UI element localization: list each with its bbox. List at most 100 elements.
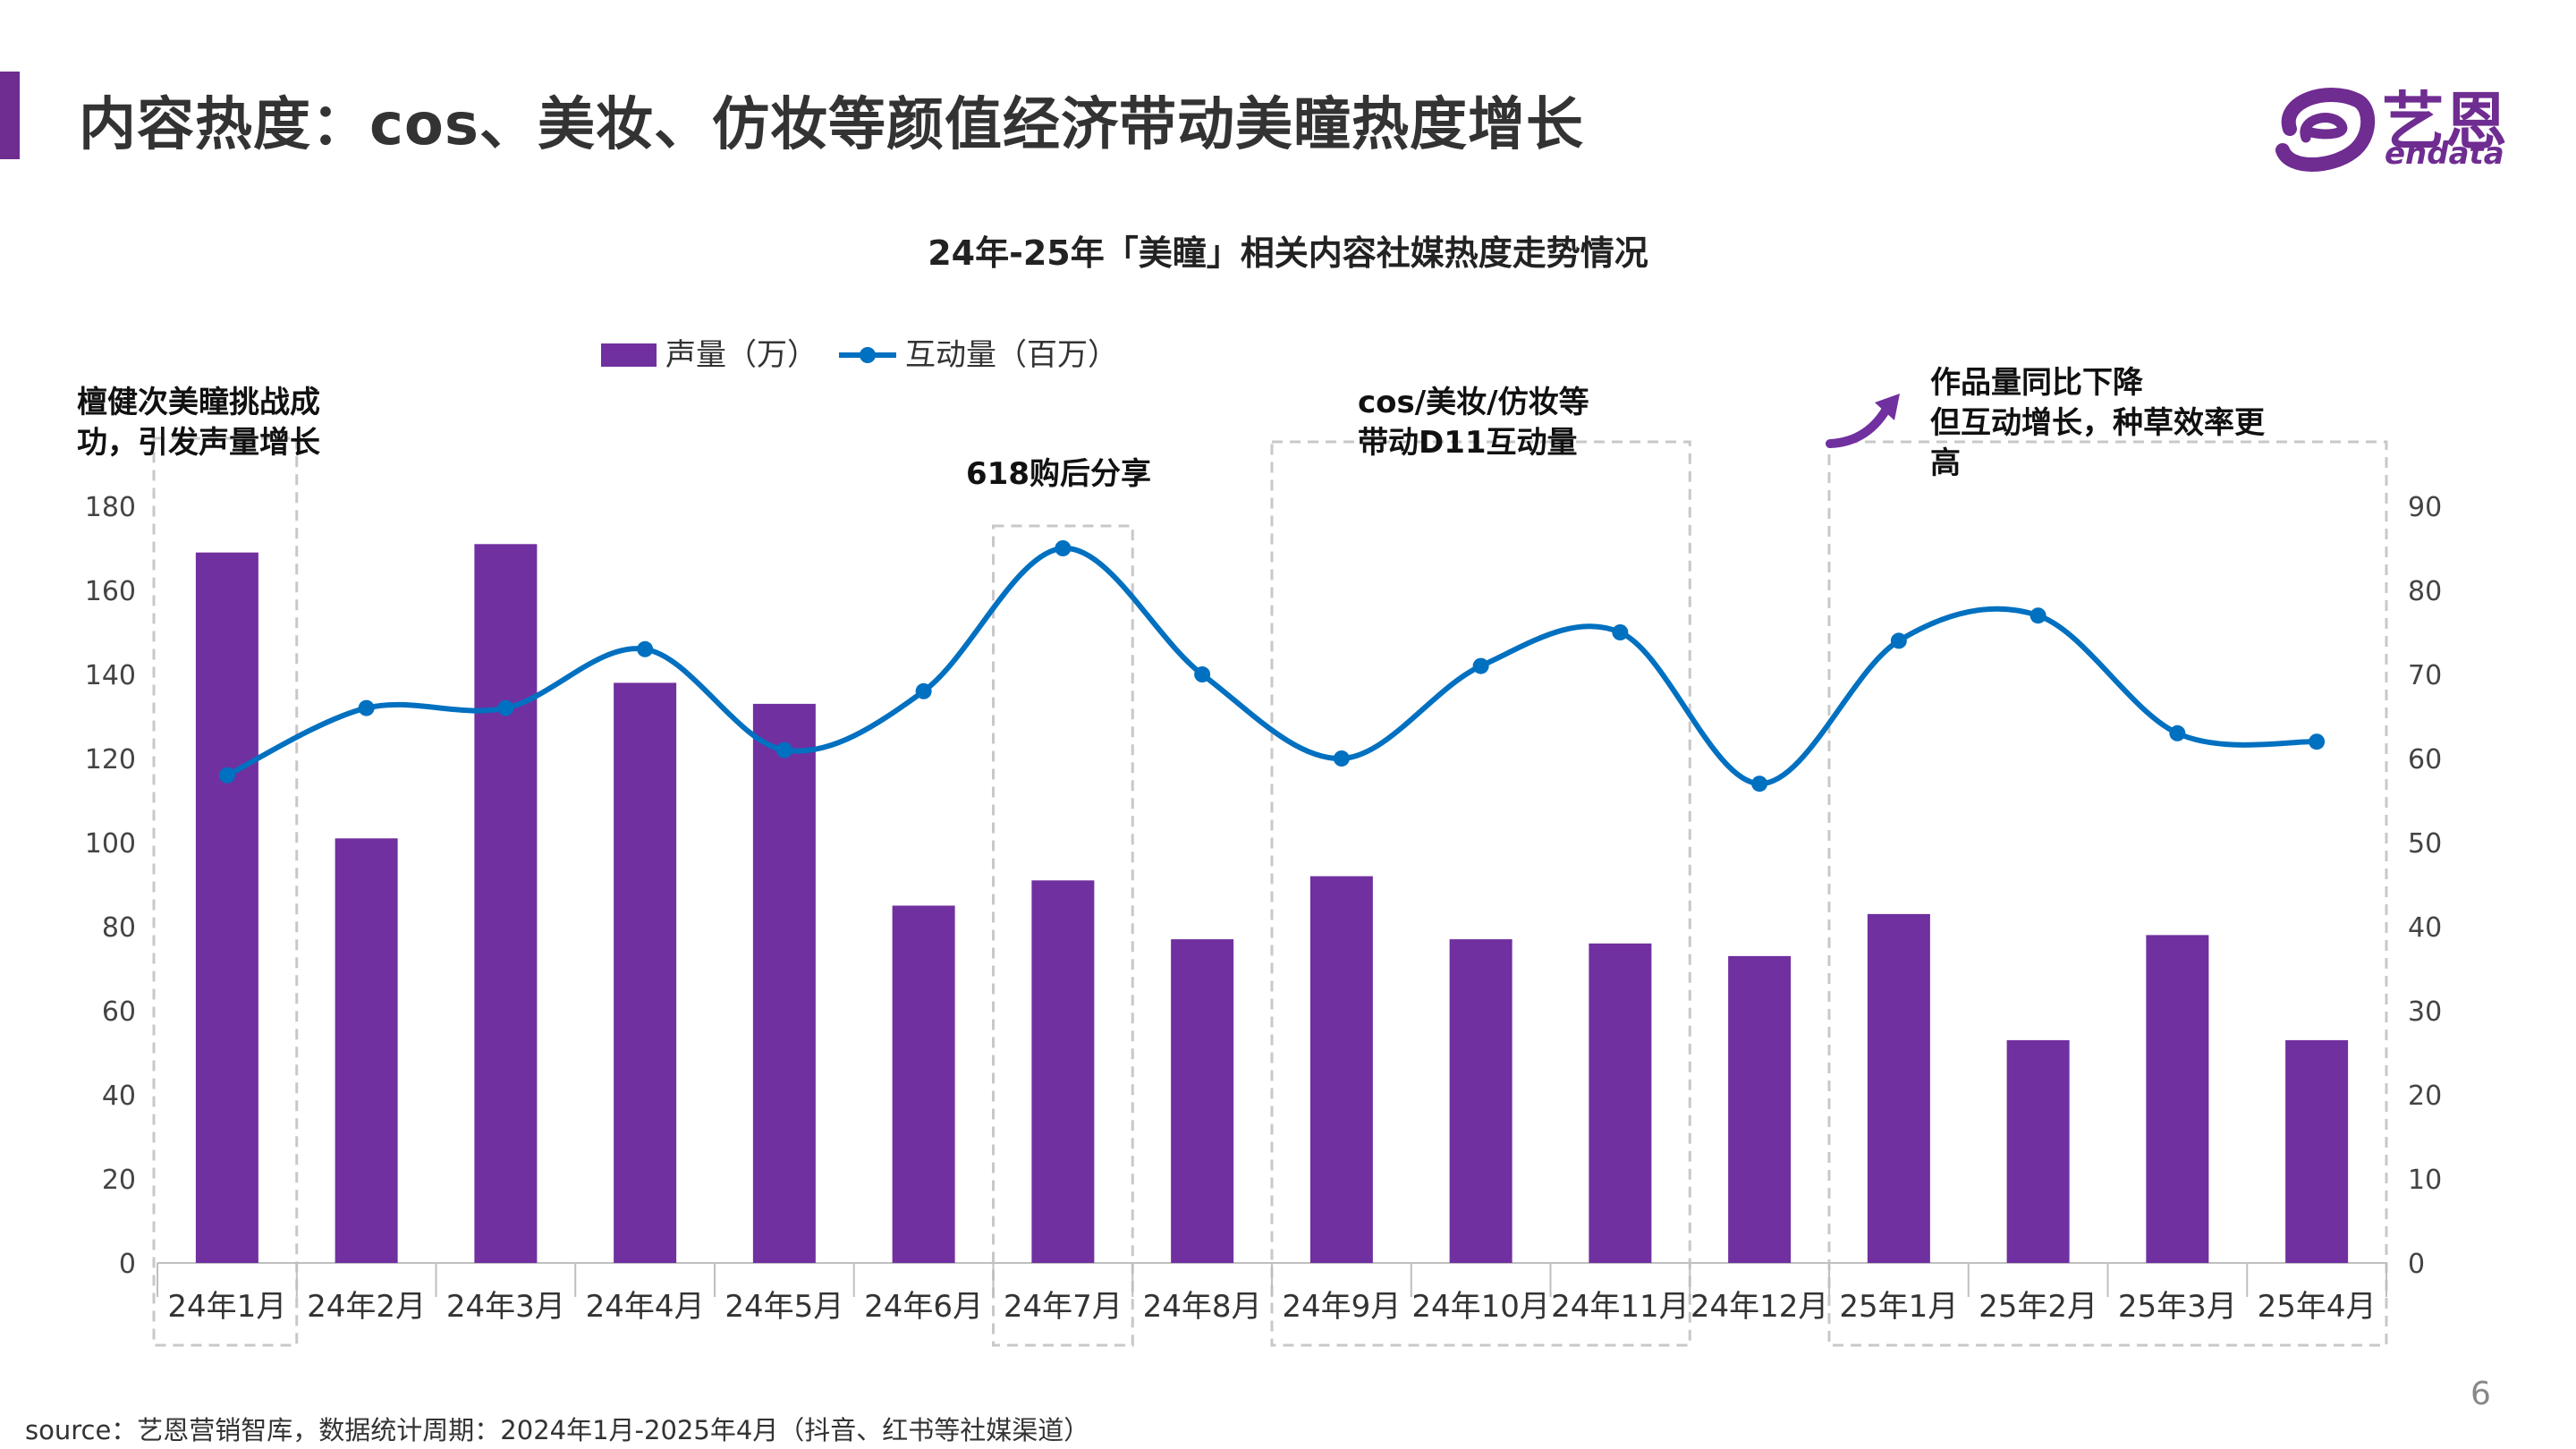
bar [195, 552, 258, 1263]
bar [474, 544, 538, 1263]
annotation-box [152, 436, 299, 1347]
y-left-tick-label: 120 [85, 744, 136, 775]
bar [1031, 880, 1095, 1263]
y-left-tick-label: 80 [102, 912, 136, 944]
bar [1449, 939, 1513, 1263]
x-tick-label: 24年1月 [167, 1289, 286, 1325]
annotation-line: 但互动增长，种草效率更 [1930, 405, 2265, 441]
bar-series [195, 544, 2349, 1263]
bar [892, 905, 955, 1263]
line-point [775, 741, 792, 758]
chart-title: 24年-25年「美瞳」相关内容社媒热度走势情况 [928, 233, 1648, 273]
line-point [1333, 750, 1350, 767]
annotation-line: 带动D11互动量 [1358, 425, 1578, 461]
line-point [1751, 775, 1768, 792]
x-tick-label: 25年4月 [2258, 1289, 2377, 1325]
bar [1589, 943, 1652, 1263]
x-tick-label: 24年11月 [1551, 1289, 1690, 1325]
y-right-tick-label: 60 [2408, 744, 2442, 775]
annotation-line: 高 [1930, 445, 1961, 481]
line-series [218, 540, 2326, 792]
legend-bar-swatch [601, 343, 657, 367]
source-note: source：艺恩营销智库，数据统计周期：2024年1月-2025年4月（抖音、… [25, 1415, 1090, 1445]
line-point [2029, 607, 2046, 624]
x-tick-label: 24年6月 [864, 1289, 983, 1325]
x-tick-label: 24年4月 [586, 1289, 705, 1325]
bar [1309, 876, 1373, 1263]
endata-logo: 艺恩 endata [2272, 80, 2540, 179]
bar [2006, 1039, 2070, 1263]
line-point [497, 699, 514, 716]
annotation-text: 檀健次美瞳挑战成 功，引发声量增长 [77, 383, 320, 463]
x-tick-label: 24年3月 [446, 1289, 565, 1325]
y-right-tick-label: 50 [2408, 828, 2442, 860]
y-left-tick-label: 100 [85, 828, 136, 860]
x-tick-label: 24年2月 [307, 1289, 426, 1325]
page-number: 6 [2470, 1376, 2491, 1412]
annotation-text: 618购后分享 [966, 454, 1151, 495]
y-right-tick-label: 40 [2408, 912, 2442, 944]
x-tick-label: 24年12月 [1690, 1289, 1829, 1325]
annotation-boxes [152, 394, 2388, 1347]
line-point [915, 682, 932, 699]
x-tick-label: 24年8月 [1143, 1289, 1262, 1325]
y-right-tick-label: 10 [2408, 1165, 2442, 1196]
bar [1171, 939, 1234, 1263]
bar [1728, 955, 1792, 1263]
annotation-line: cos/美妆/仿妆等 [1358, 385, 1589, 420]
y-left-tick-label: 60 [102, 996, 136, 1028]
x-tick-label: 25年2月 [1979, 1289, 2097, 1325]
y-right-tick-label: 80 [2408, 576, 2442, 607]
annotation-text: 作品量同比下降但互动增长，种草效率更高 [1930, 363, 2265, 484]
legend-line-marker [860, 347, 876, 363]
line-point [637, 640, 654, 657]
arrow-icon [1826, 400, 1894, 448]
legend: 声量（万） 互动量（百万） [601, 337, 1118, 373]
x-tick-label: 25年3月 [2118, 1289, 2237, 1325]
x-tick-label: 24年9月 [1282, 1289, 1401, 1325]
title-accent-bar [0, 72, 20, 159]
annotation-box [992, 524, 1134, 1347]
logo-text-en: endata [2385, 136, 2504, 172]
y-left-tick-label: 20 [102, 1165, 136, 1196]
y-left-tick-label: 40 [102, 1080, 136, 1112]
legend-bar-label: 声量（万） [665, 337, 818, 373]
line-point [1194, 666, 1211, 682]
page-title: 内容热度：cos、美妆、仿妆等颜值经济带动美瞳热度增长 [79, 92, 1584, 158]
y-right-tick-label: 20 [2408, 1080, 2442, 1112]
x-tick-label: 25年1月 [1839, 1289, 1958, 1325]
x-axis-labels: 24年1月 24年2月 24年3月 24年4月 24年5月 24年6月 24年7月 24年8月… [167, 1289, 2376, 1325]
line-point [2309, 733, 2326, 750]
y-right-tick-label: 30 [2408, 996, 2442, 1028]
bar [1867, 913, 1930, 1263]
line-point [2169, 724, 2186, 741]
annotation-line: 618购后分享 [966, 456, 1151, 492]
y-left-tick-label: 0 [119, 1249, 136, 1280]
y-left-tick-label: 160 [85, 576, 136, 607]
line-point [1612, 624, 1629, 640]
y-left-tick-label: 180 [85, 492, 136, 523]
y-right-tick-label: 70 [2408, 660, 2442, 691]
interaction-line [225, 545, 2318, 787]
line-point [1890, 632, 1907, 649]
line-point [1055, 540, 1072, 556]
annotation-line: 檀健次美瞳挑战成 [77, 385, 320, 420]
axes: 0 20 40 60 80 100 120 140 160 180 0 10 20 30 40 50 60 70 8… [85, 492, 2442, 1297]
bar [614, 682, 677, 1263]
bar [2285, 1039, 2349, 1263]
annotation-line: 功，引发声量增长 [77, 425, 320, 461]
annotation-text: cos/美妆/仿妆等 带动D11互动量 [1358, 383, 1589, 463]
bar [335, 838, 398, 1263]
line-point [1472, 657, 1489, 674]
logo-text-cn: 艺恩 [2382, 85, 2507, 158]
bar [2146, 935, 2209, 1263]
annotation-line: 作品量同比下降 [1930, 365, 2143, 401]
annotation-box [1827, 440, 2388, 1347]
x-tick-label: 24年5月 [724, 1289, 843, 1325]
line-point [358, 699, 375, 716]
y-right-tick-label: 90 [2408, 492, 2442, 523]
arrow-icon-head [1875, 394, 1900, 420]
y-right-tick-label: 0 [2408, 1249, 2425, 1280]
annotation-box [1270, 440, 1691, 1347]
